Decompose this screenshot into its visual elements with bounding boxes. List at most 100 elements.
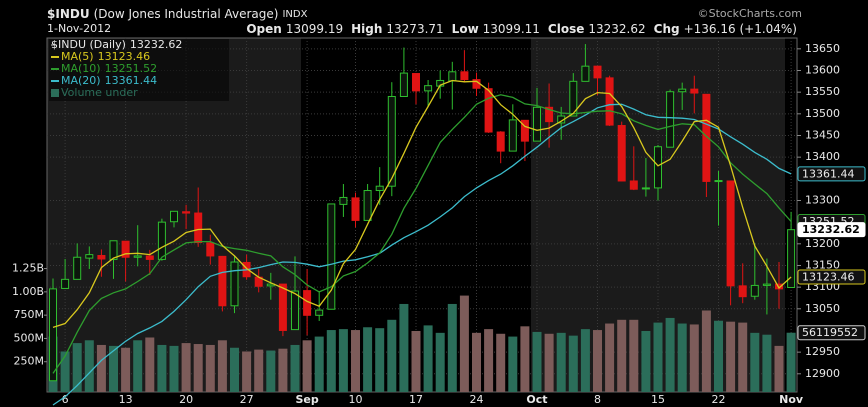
candle-body: [569, 80, 578, 117]
y-tick-label: 13550: [805, 85, 840, 98]
volume-bar: [157, 344, 167, 392]
candle-body: [690, 88, 699, 94]
volume-bar: [205, 344, 215, 392]
y-tick-label: 12950: [805, 345, 840, 358]
candle-body: [339, 196, 348, 205]
volume-value-label: 56119552: [802, 326, 858, 339]
volume-tick-label: 750M: [14, 308, 45, 321]
volume-bar: [133, 340, 143, 392]
candle-body: [654, 146, 662, 189]
x-tick-label: 24: [470, 393, 484, 406]
volume-bar: [593, 330, 602, 392]
volume-bar: [60, 351, 70, 392]
volume-bar: [762, 334, 772, 392]
volume-bar: [169, 345, 179, 392]
y-tick-label: 13650: [805, 42, 840, 55]
volume-bar: [96, 344, 106, 392]
x-tick-label: 13: [119, 393, 133, 406]
volume-bar: [181, 343, 191, 392]
candle-body: [750, 284, 759, 297]
volume-bar: [677, 323, 687, 392]
volume-bar: [314, 336, 324, 392]
chg-value: +136.16 (+1.04%): [684, 22, 797, 36]
candle-body: [641, 187, 650, 190]
candle-body: [194, 212, 203, 244]
legend-title-name: $INDU (Daily): [51, 38, 126, 51]
volume-bar: [726, 321, 736, 392]
volume-bar: [435, 332, 445, 392]
candle-body: [97, 255, 106, 260]
chg-label: Chg: [654, 22, 680, 36]
candle-body: [291, 290, 299, 331]
candle-body: [787, 229, 796, 288]
legend-title: $INDU (Daily) 13232.62: [51, 38, 182, 51]
volume-tick-label: 1.00B: [12, 285, 44, 298]
legend-value: 13123.46: [98, 50, 151, 63]
candle-body: [387, 95, 396, 187]
legend-name: MA(10): [61, 62, 101, 75]
candle-body: [157, 221, 166, 260]
volume-bar: [508, 336, 518, 392]
candle-body: [448, 71, 457, 82]
volume-bar: [254, 349, 264, 392]
y-tick-label: 13050: [805, 302, 840, 315]
x-tick-label: Oct: [526, 393, 547, 406]
candle-body: [230, 261, 239, 307]
volume-bar: [302, 340, 312, 392]
candle-body: [73, 256, 82, 280]
close-value-box: [797, 222, 866, 238]
y-tick-label: 13600: [805, 63, 840, 76]
candle-body: [412, 73, 420, 92]
x-tick-label: Sep: [295, 393, 318, 406]
volume-bar: [145, 337, 155, 392]
legend-title-value: 13232.62: [130, 38, 183, 51]
volume-bar: [520, 326, 530, 392]
candle-body: [545, 106, 554, 123]
candle-body: [315, 309, 324, 316]
candle-body: [726, 180, 735, 287]
volume-tick-label: 1.25B: [12, 262, 44, 275]
quote: Open 13099.19 High 13273.71 Low 13099.11 Close…: [246, 22, 797, 36]
volume-bar: [121, 347, 131, 392]
symbol: $INDU: [47, 7, 90, 21]
x-tick-label: Nov: [779, 393, 804, 406]
close-label: Close: [548, 22, 584, 36]
volume-bar: [556, 332, 566, 392]
volume-tick-label: 250M: [14, 355, 45, 368]
subtitle: (Dow Jones Industrial Average): [94, 7, 279, 21]
x-tick-label: 17: [409, 393, 423, 406]
legend-value: 13251.52: [105, 62, 158, 75]
candle-body: [678, 88, 687, 93]
candle-body: [617, 125, 626, 182]
ma-line: [52, 79, 792, 329]
candle-body: [424, 85, 433, 92]
candle-body: [170, 210, 178, 223]
candle-body: [182, 211, 191, 214]
volume-bar: [351, 330, 360, 392]
volume-bar: [786, 332, 796, 392]
x-tick-label: 10: [349, 393, 363, 406]
legend-name: MA(20): [61, 74, 101, 87]
chart-title: $INDU (Dow Jones Industrial Average) INDX: [47, 7, 308, 21]
candle-body: [49, 288, 57, 382]
x-tick-label: 22: [712, 393, 726, 406]
legend-entry: Volume under: [61, 86, 138, 99]
candle-body: [702, 93, 711, 182]
high-value: 13273.71: [386, 22, 443, 36]
ma-value-label: 13361.44: [802, 167, 855, 180]
volume-bar: [738, 322, 748, 392]
volume-bar: [278, 348, 288, 392]
x-tick-label: 6: [62, 393, 69, 406]
source: ©StockCharts.com: [698, 7, 802, 20]
volume-bar: [472, 332, 481, 392]
y-tick-label: 13400: [805, 150, 840, 163]
candle-body: [133, 255, 142, 258]
close-value-label: 13232.62: [802, 223, 860, 236]
candle-body: [363, 190, 372, 221]
y-tick-label: 12900: [805, 367, 840, 380]
candle-body: [629, 180, 638, 190]
ma-value-box: [797, 166, 866, 182]
volume-bar: [774, 345, 784, 392]
volume-bar: [338, 329, 348, 392]
